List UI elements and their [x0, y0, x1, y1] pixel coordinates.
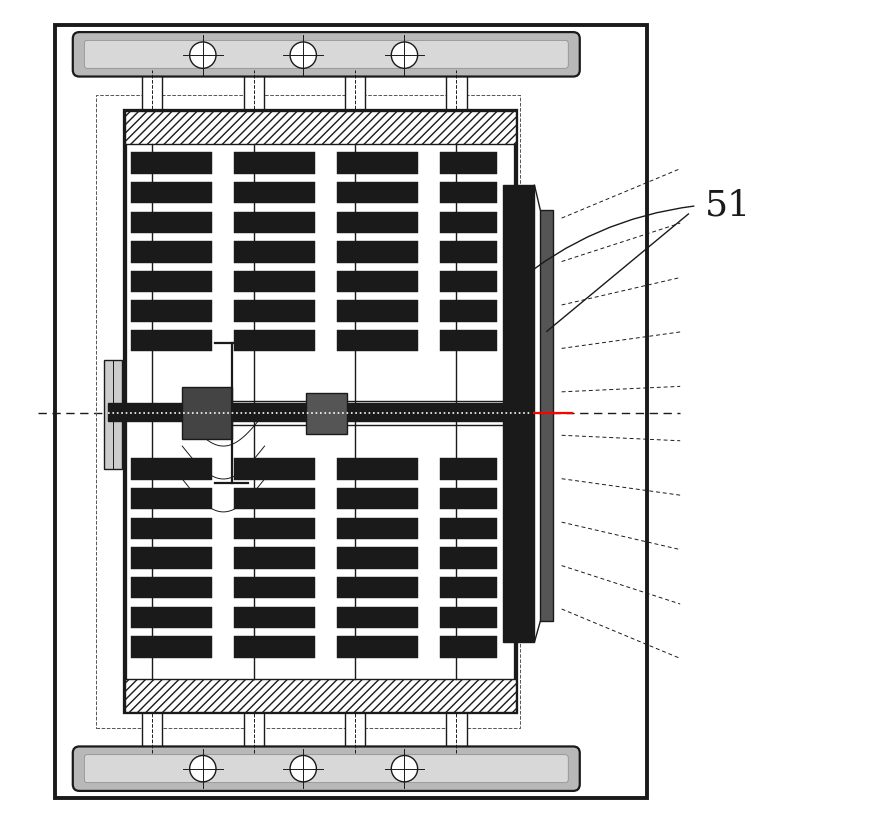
Bar [440, 330, 497, 351]
Bar [182, 387, 231, 439]
Bar [132, 488, 212, 509]
Bar [132, 241, 212, 263]
Bar [132, 152, 212, 174]
Bar [337, 271, 418, 292]
Bar [234, 607, 314, 628]
Bar [55, 25, 647, 798]
Bar [440, 636, 497, 658]
Bar [125, 111, 516, 144]
Bar [132, 547, 212, 569]
Bar [337, 577, 418, 598]
Bar [244, 70, 264, 753]
Bar [337, 488, 418, 509]
Circle shape [190, 756, 216, 782]
Bar [337, 152, 418, 174]
Bar [337, 330, 418, 351]
FancyBboxPatch shape [84, 40, 569, 68]
Bar [141, 70, 162, 753]
Bar [234, 300, 314, 322]
Bar [234, 182, 314, 203]
Bar [234, 547, 314, 569]
Circle shape [291, 42, 316, 68]
Circle shape [391, 756, 418, 782]
Bar [344, 70, 366, 753]
Bar [440, 458, 497, 480]
Bar [132, 518, 212, 539]
Bar [234, 636, 314, 658]
FancyBboxPatch shape [72, 32, 580, 77]
Bar [234, 518, 314, 539]
FancyBboxPatch shape [72, 746, 580, 791]
Bar [337, 182, 418, 203]
Bar [96, 95, 520, 728]
Bar [337, 212, 418, 233]
Circle shape [391, 42, 418, 68]
Bar [234, 152, 314, 174]
Bar [446, 70, 466, 753]
Bar [337, 607, 418, 628]
Bar [234, 458, 314, 480]
FancyBboxPatch shape [84, 755, 569, 783]
Bar [132, 300, 212, 322]
Bar [440, 488, 497, 509]
Bar [234, 271, 314, 292]
Bar [125, 111, 516, 712]
Bar [132, 330, 212, 351]
Bar [337, 547, 418, 569]
Bar [337, 458, 418, 480]
Bar [109, 403, 532, 421]
Bar [440, 547, 497, 569]
Bar [337, 518, 418, 539]
Bar [540, 210, 554, 621]
Bar [337, 636, 418, 658]
Bar [440, 300, 497, 322]
Bar [234, 241, 314, 263]
Bar [440, 182, 497, 203]
Bar [337, 300, 418, 322]
Bar [503, 185, 534, 642]
Bar [132, 212, 212, 233]
Bar [440, 518, 497, 539]
Bar [132, 458, 212, 480]
Bar [440, 577, 497, 598]
Bar [234, 488, 314, 509]
Bar [440, 271, 497, 292]
Bar [234, 577, 314, 598]
Bar [440, 607, 497, 628]
Bar [132, 271, 212, 292]
Bar [125, 679, 516, 712]
Bar [440, 241, 497, 263]
Bar [132, 577, 212, 598]
Bar [104, 360, 122, 469]
Bar [129, 115, 511, 708]
Circle shape [291, 756, 316, 782]
Text: 51: 51 [705, 188, 751, 223]
Circle shape [190, 42, 216, 68]
Bar [132, 182, 212, 203]
Bar [306, 393, 347, 434]
Bar [132, 607, 212, 628]
Bar [440, 152, 497, 174]
Bar [234, 212, 314, 233]
Bar [440, 212, 497, 233]
Bar [132, 636, 212, 658]
Bar [234, 330, 314, 351]
Bar [337, 241, 418, 263]
